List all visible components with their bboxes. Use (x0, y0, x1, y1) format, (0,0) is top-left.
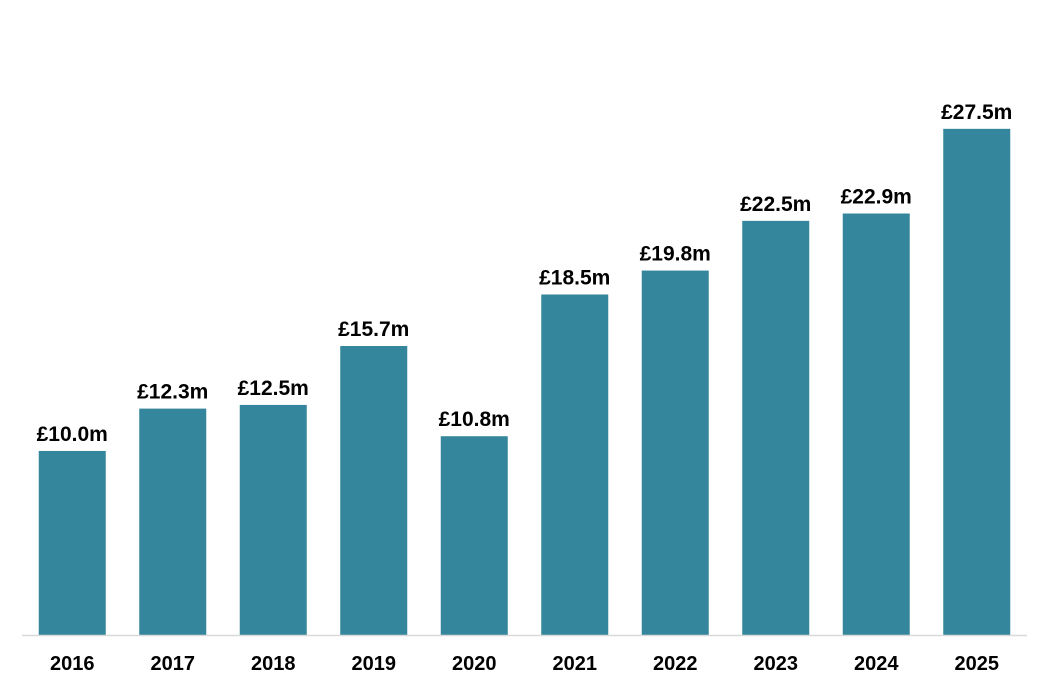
bar-2024 (842, 213, 910, 635)
bar-2019 (340, 346, 408, 635)
x-tick-label-2020: 2020 (452, 653, 497, 675)
x-tick-label-2021: 2021 (553, 653, 598, 675)
data-label-2021: £18.5m (539, 266, 610, 289)
x-tick-label-2024: 2024 (854, 653, 899, 675)
bar-2021 (541, 294, 609, 635)
x-tick-label-2019: 2019 (352, 653, 397, 675)
data-label-2022: £19.8m (640, 243, 711, 266)
bar-2018 (239, 404, 307, 635)
x-tick-label-2022: 2022 (653, 653, 698, 675)
bar-2023 (742, 220, 810, 635)
data-label-group: £10.0m £12.3m £12.5m £15.7m £10.8m £18.5m £19.… (37, 101, 1013, 446)
data-label-2018: £12.5m (238, 377, 309, 400)
x-tick-label-2017: 2017 (151, 653, 196, 675)
bar-2016 (38, 450, 106, 635)
bar-2020 (440, 436, 508, 635)
x-tick-label-group: 2016 2017 2018 2019 2020 2021 2022 2023 2024 2025 (50, 653, 999, 675)
data-label-2024: £22.9m (841, 186, 912, 209)
data-label-2023: £22.5m (740, 193, 811, 216)
bar-group (38, 128, 1011, 635)
x-tick-label-2025: 2025 (955, 653, 1000, 675)
data-label-2016: £10.0m (37, 423, 108, 446)
x-tick-label-2016: 2016 (50, 653, 95, 675)
bar-2022 (641, 270, 709, 635)
data-label-2025: £27.5m (941, 101, 1012, 124)
bar-2025 (943, 128, 1011, 635)
x-tick-label-2018: 2018 (251, 653, 296, 675)
data-label-2020: £10.8m (439, 408, 510, 431)
bar-2017 (139, 408, 207, 635)
data-label-2017: £12.3m (137, 381, 208, 404)
data-label-2019: £15.7m (338, 318, 409, 341)
x-tick-label-2023: 2023 (754, 653, 799, 675)
